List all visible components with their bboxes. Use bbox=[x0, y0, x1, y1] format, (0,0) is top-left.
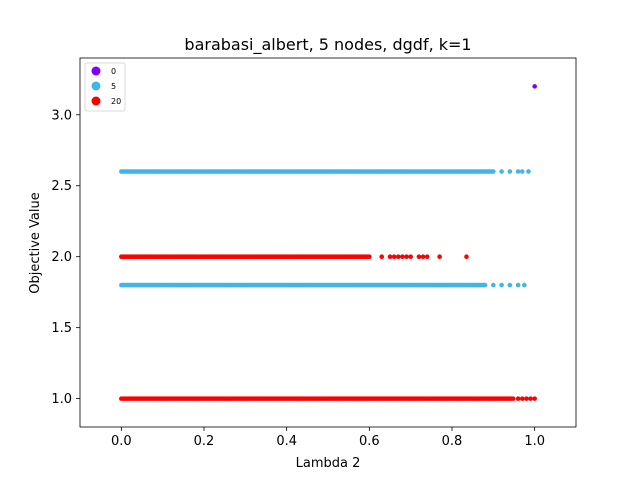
legend-label: 0 bbox=[111, 67, 116, 76]
data-point bbox=[524, 396, 529, 401]
y-axis-label: Objective Value bbox=[28, 192, 43, 293]
data-point bbox=[404, 254, 409, 259]
legend-label: 20 bbox=[111, 97, 121, 106]
x-axis: 0.0 0.2 0.4 0.6 0.8 1.0 bbox=[111, 427, 545, 449]
x-tick-label: 0.2 bbox=[194, 434, 215, 449]
data-point bbox=[367, 254, 372, 259]
data-points bbox=[119, 84, 537, 401]
data-point bbox=[491, 169, 496, 174]
data-point bbox=[420, 254, 426, 259]
y-tick-label: 2.0 bbox=[51, 250, 72, 265]
x-axis-label: Lambda 2 bbox=[296, 456, 361, 471]
data-point bbox=[391, 254, 397, 259]
legend-marker bbox=[91, 81, 101, 91]
legend: 0 5 20 bbox=[84, 62, 126, 112]
data-point bbox=[416, 254, 422, 259]
data-point bbox=[491, 282, 496, 288]
data-point bbox=[482, 282, 488, 288]
x-tick-label: 0.0 bbox=[111, 434, 132, 449]
data-point bbox=[507, 169, 513, 174]
data-point bbox=[507, 282, 513, 288]
x-tick-label: 1.0 bbox=[524, 434, 545, 449]
data-point bbox=[499, 282, 504, 288]
data-point bbox=[510, 396, 516, 401]
plot-frame bbox=[79, 57, 577, 428]
data-point bbox=[532, 396, 537, 401]
x-tick-label: 0.8 bbox=[442, 434, 463, 449]
y-tick-label: 1.0 bbox=[51, 392, 72, 407]
data-point bbox=[424, 254, 430, 259]
data-point bbox=[519, 396, 525, 401]
data-point bbox=[528, 396, 533, 401]
series-20 bbox=[119, 254, 537, 401]
data-point bbox=[387, 254, 393, 259]
y-tick-label: 3.0 bbox=[51, 108, 72, 123]
data-point bbox=[408, 254, 413, 259]
legend-marker bbox=[91, 96, 101, 106]
data-point bbox=[379, 254, 385, 259]
y-tick-label: 1.5 bbox=[51, 321, 72, 336]
data-point bbox=[437, 254, 442, 259]
data-point bbox=[395, 254, 401, 259]
legend-label: 5 bbox=[111, 82, 116, 91]
data-point bbox=[515, 169, 521, 174]
data-point bbox=[515, 396, 521, 401]
data-point bbox=[532, 84, 537, 89]
series-5 bbox=[119, 169, 531, 288]
data-point bbox=[522, 282, 527, 288]
y-axis: 1.0 1.5 2.0 2.5 3.0 bbox=[51, 108, 80, 407]
series-0 bbox=[532, 84, 537, 89]
x-tick-label: 0.4 bbox=[276, 434, 297, 449]
legend-marker bbox=[91, 66, 101, 76]
data-point bbox=[526, 169, 531, 174]
data-point bbox=[464, 254, 469, 259]
data-point bbox=[515, 282, 521, 288]
data-point bbox=[400, 254, 405, 259]
data-point bbox=[519, 169, 525, 174]
y-tick-label: 2.5 bbox=[51, 179, 72, 194]
chart-title: barabasi_albert, 5 nodes, dgdf, k=1 bbox=[184, 35, 471, 55]
x-tick-label: 0.6 bbox=[359, 434, 380, 449]
data-point bbox=[499, 169, 504, 174]
